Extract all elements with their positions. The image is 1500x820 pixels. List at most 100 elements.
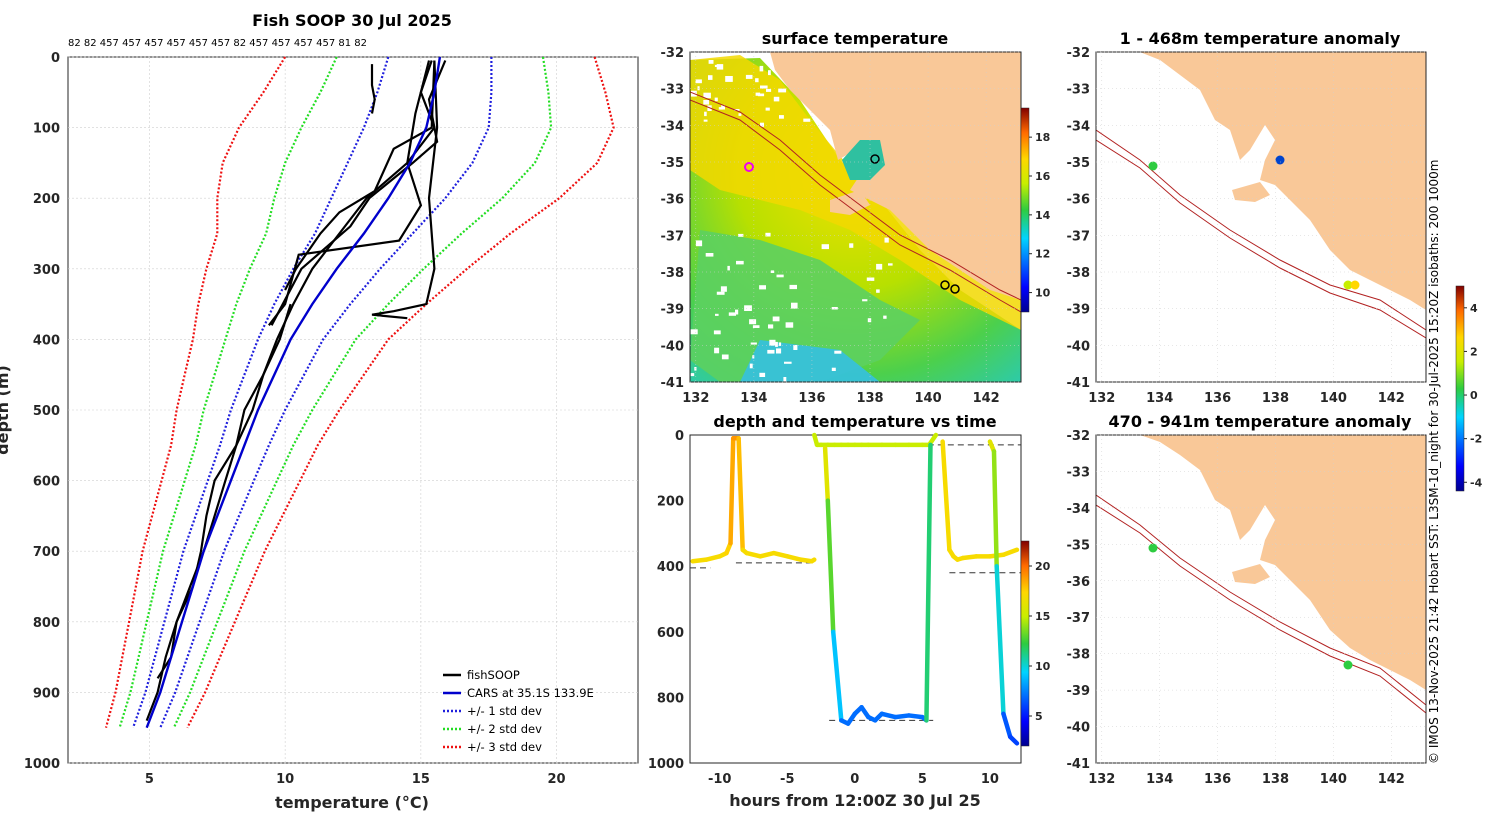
x-tick-label: 138	[1262, 772, 1289, 787]
x-tick-label: 10	[981, 772, 999, 787]
cloud-gap	[759, 65, 764, 72]
sst-colorbar	[1020, 107, 1030, 313]
cloud-gap	[695, 79, 702, 84]
y-tick-label: -33	[1067, 83, 1091, 98]
time-series	[690, 432, 1020, 746]
cbar-tick-label: 20	[1035, 560, 1051, 573]
cbar-tick-label: 16	[1035, 170, 1051, 183]
y-tick-label: -38	[1067, 648, 1091, 663]
cloud-gap	[713, 330, 721, 335]
depth-track-segment	[1007, 734, 1020, 746]
std-1-curve	[132, 56, 390, 729]
time-colorbar-ticks: 5 10 15 20	[1029, 560, 1051, 723]
sst-panel: surface temperature 132 134 136 138 140 142 -3…	[661, 29, 1051, 406]
cloud-gap	[697, 86, 700, 91]
time-title: depth and temperature vs time	[713, 412, 996, 431]
y-tick-label: -34	[1067, 119, 1091, 134]
x-tick-label: 0	[850, 772, 859, 787]
y-tick-label: -41	[1067, 757, 1091, 772]
cloud-gap	[755, 92, 761, 96]
std-3-curve	[186, 56, 615, 729]
cloud-gap	[831, 367, 836, 371]
cbar-tick-label: -2	[1470, 433, 1482, 446]
cloud-gap	[779, 115, 784, 119]
y-tick-label: -40	[661, 339, 685, 354]
cloud-gap	[714, 347, 720, 354]
profile-grid	[68, 56, 638, 764]
anom-bottom-ticks: 132 134 136 138 140 142 -32 -33 -34 -35 -36 -37 -38 -…	[1067, 429, 1426, 787]
cbar-tick-label: 0	[1470, 389, 1478, 402]
cloud-gap	[704, 111, 707, 117]
cloud-gap	[758, 93, 765, 97]
footnote: © IMOS 13-Nov-2025 21:42 Hobart SST: L3S…	[1427, 160, 1441, 764]
y-tick-label: -34	[1067, 502, 1091, 517]
cloud-gap	[876, 263, 883, 270]
cloud-gap	[720, 286, 727, 292]
time-panel: depth and temperature vs time 0200400600…	[648, 412, 1051, 810]
cloud-gap	[738, 233, 744, 237]
y-tick-label: -38	[1067, 266, 1091, 281]
profile-panel: Fish SOOP 30 Jul 2025 82 82 457 457 457 …	[0, 11, 639, 812]
cloud-gap	[866, 277, 875, 281]
cloud-gap	[888, 263, 893, 266]
cloud-gap	[769, 339, 776, 346]
cloud-gap	[714, 64, 722, 67]
cloud-gap	[708, 60, 714, 64]
cloud-gap	[725, 76, 733, 82]
x-tick-label: 134	[1146, 391, 1173, 406]
cbar-tick-label: -4	[1470, 476, 1483, 489]
sst-map	[690, 52, 1021, 382]
cloud-gap	[703, 92, 711, 99]
std-dev-curves	[104, 56, 615, 729]
cloud-gap	[745, 74, 753, 79]
depth-track-segment	[991, 449, 999, 569]
cbar-tick-label: 14	[1035, 209, 1051, 222]
cloud-gap	[776, 274, 784, 278]
x-tick-label: 134	[1146, 772, 1173, 787]
depth-track-segment	[771, 550, 790, 559]
cloud-gap	[883, 315, 887, 319]
anom-top-title: 1 - 468m temperature anomaly	[1120, 29, 1401, 48]
cloud-gap	[766, 88, 772, 92]
time-colorbar	[1020, 540, 1030, 747]
cloud-gap	[791, 302, 798, 309]
cbar-tick-label: 12	[1035, 248, 1050, 261]
cloud-gap	[862, 299, 868, 302]
depth-track-segment	[758, 550, 777, 559]
cloud-gap	[768, 70, 771, 76]
y-tick-label: 300	[33, 263, 60, 278]
x-tick-label: 5	[918, 772, 927, 787]
cloud-gap	[765, 232, 771, 237]
cloud-gap	[715, 313, 719, 316]
y-tick-label: 500	[33, 404, 60, 419]
std-2-curve	[118, 56, 338, 729]
cars-line	[145, 56, 442, 729]
cloud-gap	[727, 265, 730, 271]
depth-track-segment	[960, 554, 979, 561]
y-tick-label: -39	[1067, 684, 1091, 699]
cloud-gap	[765, 107, 770, 111]
depth-track-segment	[703, 554, 722, 562]
profile-counts: 82 82 457 457 457 457 457 457 82 457 457…	[68, 38, 367, 49]
cloud-gap	[750, 342, 757, 345]
depth-track-segment	[879, 711, 898, 720]
depth-track-segment	[809, 557, 817, 564]
y-tick-label: -37	[661, 229, 685, 244]
cloud-gap	[752, 355, 755, 359]
x-tick-label: -10	[708, 772, 732, 787]
y-tick-label: -41	[1067, 376, 1091, 391]
x-tick-label: 134	[740, 391, 767, 406]
cloud-gap	[690, 329, 698, 335]
std-2-curve	[172, 56, 553, 729]
y-tick-label: -35	[1067, 538, 1091, 553]
x-tick-label: 142	[1378, 391, 1405, 406]
sst-colorbar-ticks: 10 12 14 16 18	[1029, 131, 1051, 300]
cbar-tick-label: 10	[1035, 660, 1051, 673]
y-tick-label: -40	[1067, 339, 1091, 354]
y-tick-label: -33	[1067, 465, 1091, 480]
cloud-gap	[884, 237, 889, 243]
x-tick-label: 5	[145, 772, 154, 787]
y-tick-label: 900	[33, 686, 60, 701]
depth-track-segment	[830, 629, 844, 723]
